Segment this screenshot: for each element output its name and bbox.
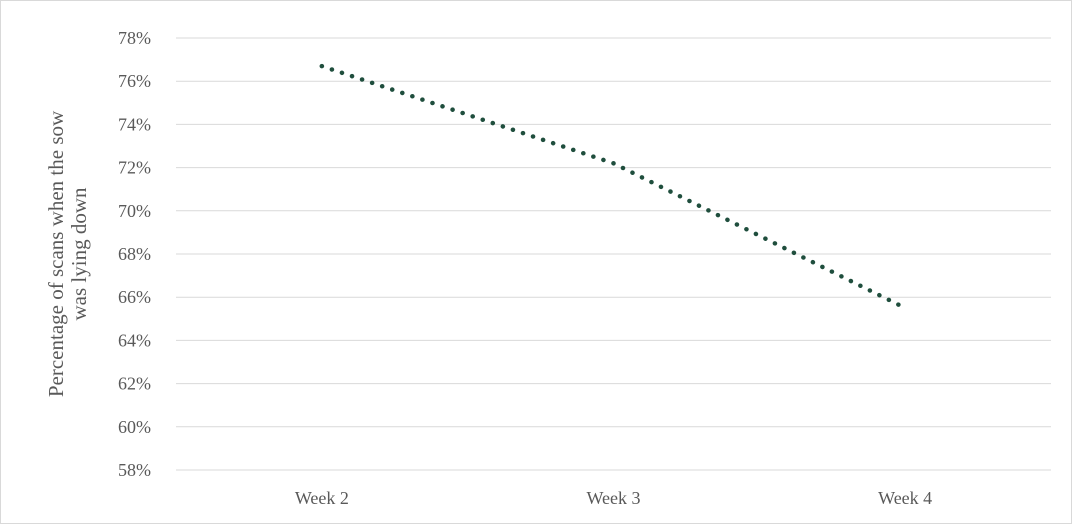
- y-tick-label-10: 78%: [118, 28, 151, 48]
- series-group: [322, 66, 905, 308]
- y-tick-labels: 58% 60% 62% 64% 66% 68% 70% 72% 74% 76% 78%: [118, 28, 151, 480]
- y-tick-label-3: 64%: [118, 330, 151, 350]
- y-tick-label-1: 60%: [118, 417, 151, 437]
- x-tick-label-1: Week 3: [586, 488, 640, 508]
- y-tick-label-4: 66%: [118, 287, 151, 307]
- x-tick-labels: Week 2 Week 3 Week 4: [295, 488, 932, 508]
- y-tick-label-7: 72%: [118, 158, 151, 178]
- y-tick-label-8: 74%: [118, 114, 151, 134]
- y-axis-label: Percentage of scans when the sowwas lyin…: [44, 110, 91, 397]
- y-tick-label-9: 76%: [118, 71, 151, 91]
- y-tick-label-5: 68%: [118, 244, 151, 264]
- y-tick-label-0: 58%: [118, 460, 151, 480]
- x-tick-label-0: Week 2: [295, 488, 349, 508]
- y-tick-label-2: 62%: [118, 374, 151, 394]
- y-axis-label-line-0: Percentage of scans when the sow: [44, 110, 68, 397]
- series-line-0: [322, 66, 905, 308]
- y-tick-label-6: 70%: [118, 201, 151, 221]
- y-axis-label-line-1: was lying down: [67, 187, 91, 320]
- x-tick-label-2: Week 4: [878, 488, 932, 508]
- gridlines: [176, 38, 1051, 470]
